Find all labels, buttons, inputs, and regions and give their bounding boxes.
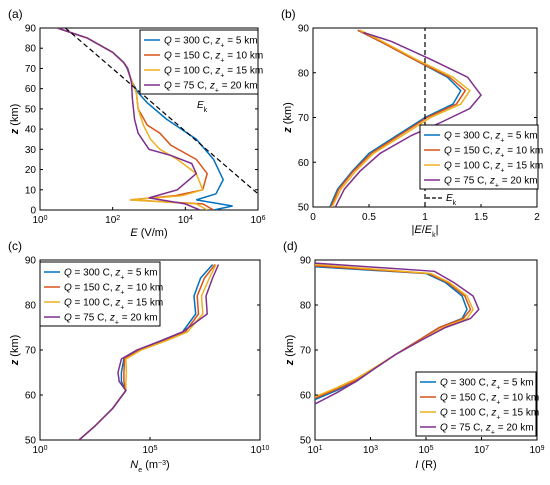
legend-entry-1: Q = 150 C, z+ = 10 km (440, 393, 539, 407)
x-tick-label-4: 2 (534, 212, 540, 223)
x-tick-label-1: 0.5 (362, 212, 376, 223)
x-tick-label-3: 1.5 (474, 212, 488, 223)
x-tick-label-2: 104 (178, 215, 193, 227)
y-tick-label-2: 70 (298, 113, 310, 124)
legend-ek-entry: Ek (446, 193, 457, 207)
y-tick-label-1: 10 (25, 185, 37, 196)
y-tick-label-0: 50 (298, 203, 310, 214)
x-tick-label-1: 102 (105, 215, 120, 227)
y-tick-label-6: 60 (25, 84, 37, 95)
y-tick-label-1: 60 (298, 158, 310, 169)
series-line-3 (334, 31, 482, 207)
y-tick-label-0: 0 (30, 206, 36, 217)
legend-entry-3: Q = 75 C, z+ = 20 km (164, 81, 258, 95)
y-tick-label-8: 80 (25, 44, 37, 55)
y-tick-label-4: 90 (300, 256, 312, 267)
x-tick-label-0: 100 (32, 445, 47, 457)
y-tick-label-0: 50 (25, 436, 37, 447)
panel-label: (a) (8, 7, 23, 21)
legend-entry-3: Q = 75 C, z+ = 20 km (440, 423, 534, 437)
x-tick-label-1: 105 (142, 445, 157, 457)
y-tick-label-9: 90 (25, 24, 37, 35)
x-tick-label-3: 107 (474, 445, 489, 457)
series-line-4 (65, 28, 258, 195)
series-line-1 (330, 29, 467, 207)
y-axis-label: z (km) (282, 102, 294, 134)
panel-label: (c) (8, 239, 22, 253)
y-tick-label-7: 70 (25, 64, 37, 75)
x-axis-label: Ne (m−3) (130, 459, 169, 474)
y-tick-label-5: 50 (25, 104, 37, 115)
y-axis-label: z (km) (9, 104, 21, 136)
series-line-3 (57, 28, 201, 210)
y-axis-label: z (km) (284, 335, 296, 367)
legend-entry-2: Q = 100 C, z+ = 15 km (444, 161, 543, 175)
x-axis-label: |E/Ek| (412, 224, 439, 239)
panel-d: 50 60 70 80 90 z (km) (d) 101 103 105 107 109 I (R) Q… (283, 239, 545, 471)
y-tick-label-4: 90 (25, 256, 37, 267)
legend-entry-2: Q = 100 C, z+ = 15 km (440, 408, 539, 422)
legend-entry-1: Q = 150 C, z+ = 10 km (64, 283, 163, 297)
y-tick-label-2: 20 (25, 165, 37, 176)
x-tick-label-4: 109 (529, 445, 544, 457)
y-axis-label: z (km) (9, 335, 21, 367)
y-tick-label-3: 80 (298, 68, 310, 79)
x-tick-label-2: 105 (418, 445, 433, 457)
series-line-3 (315, 262, 480, 405)
x-tick-label-0: 100 (32, 215, 47, 227)
legend-entry-3: Q = 75 C, z+ = 20 km (444, 176, 538, 190)
ek-annotation: Ek (197, 100, 208, 114)
legend-entry-0: Q = 300 C, z+ = 5 km (164, 36, 258, 50)
series-line-1 (315, 265, 472, 399)
x-tick-label-2: 1 (422, 212, 428, 223)
y-tick-label-1: 60 (25, 391, 37, 402)
y-tick-label-2: 70 (25, 346, 37, 357)
panel-c: 50 60 70 80 90 z (km) (c) 100 105 1010 Ne (m−3) Q =… (8, 239, 270, 474)
series-line-3 (78, 264, 220, 440)
series-line-2 (315, 263, 474, 398)
legend-entry-1: Q = 150 C, z+ = 10 km (444, 146, 543, 160)
x-tick-label-0: 101 (307, 445, 322, 457)
y-tick-label-3: 80 (25, 301, 37, 312)
legend-entry-3: Q = 75 C, z+ = 20 km (64, 313, 158, 327)
legend-entry-2: Q = 100 C, z+ = 15 km (64, 298, 163, 312)
panel-label: (b) (281, 7, 296, 21)
x-tick-label-3: 106 (250, 215, 265, 227)
panel-b: 50 60 70 80 90 z (km) (b) 0 0.5 1 1.5 2 |E/Ek| Q = 30… (281, 7, 543, 239)
series-line-2 (331, 29, 471, 207)
panel-a: 0 10 20 30 40 50 60 70 80 90 z (km) (a) 100 102 104 106… (8, 7, 266, 239)
x-tick-label-1: 103 (363, 445, 378, 457)
legend-box (39, 261, 161, 327)
y-tick-label-3: 30 (25, 145, 37, 156)
x-tick-label-2: 1010 (251, 445, 270, 457)
legend-entry-0: Q = 300 C, z+ = 5 km (440, 378, 534, 392)
legend-entry-2: Q = 100 C, z+ = 15 km (164, 66, 263, 80)
y-tick-label-0: 50 (300, 436, 312, 447)
y-tick-label-4: 90 (298, 24, 310, 35)
y-tick-label-2: 70 (300, 346, 312, 357)
x-axis-label: I (R) (415, 459, 436, 471)
legend-entry-1: Q = 150 C, z+ = 10 km (164, 51, 263, 65)
panel-label: (d) (283, 239, 298, 253)
y-tick-label-4: 40 (25, 125, 37, 136)
y-tick-label-3: 80 (300, 301, 312, 312)
x-axis-label: E (V/m) (130, 227, 167, 239)
y-tick-label-1: 60 (300, 391, 312, 402)
legend-entry-0: Q = 300 C, z+ = 5 km (444, 131, 538, 145)
x-tick-label-0: 0 (310, 212, 316, 223)
legend-entry-0: Q = 300 C, z+ = 5 km (64, 268, 158, 282)
